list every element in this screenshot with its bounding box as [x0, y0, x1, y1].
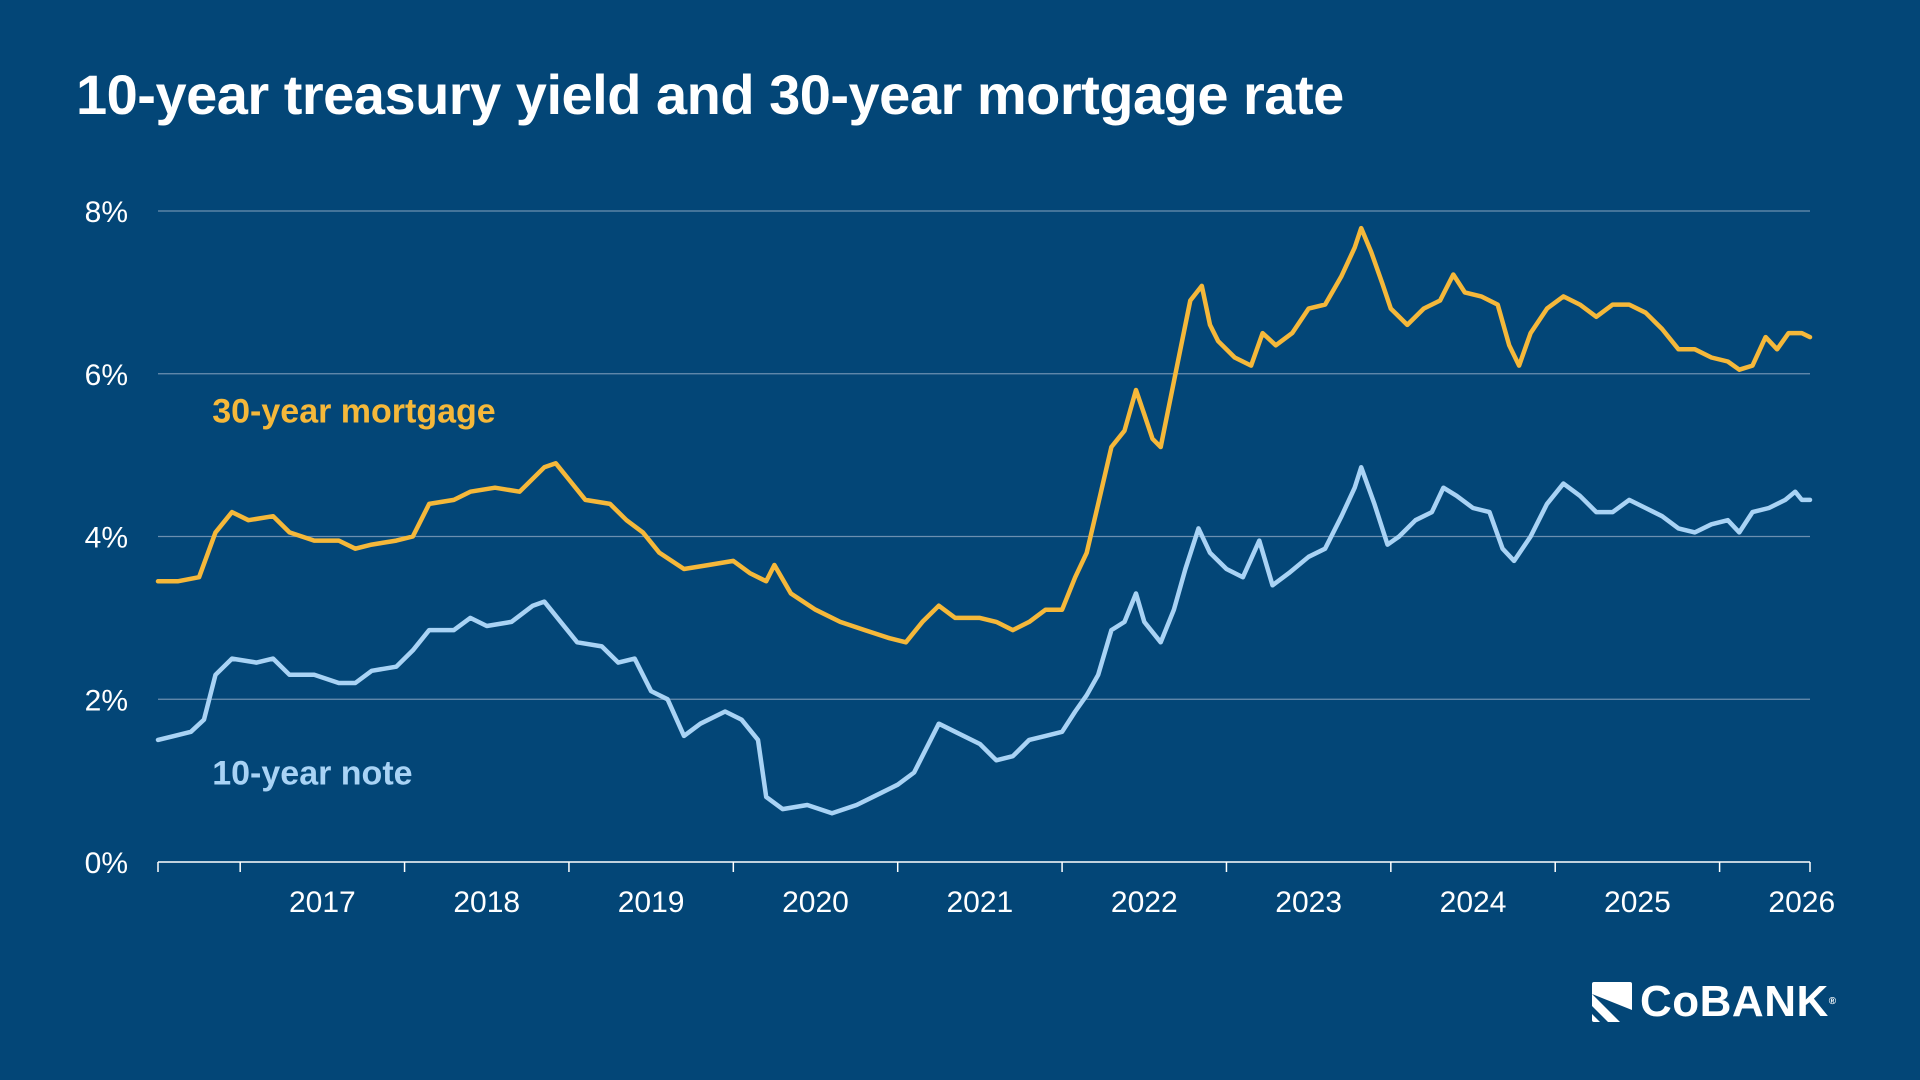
y-tick-label: 8%: [85, 196, 128, 229]
cobank-mark-icon: [1592, 982, 1632, 1022]
y-axis-ticks: 0% 2% 4% 6% 8%: [85, 196, 128, 880]
x-tick-label: 2026: [1768, 886, 1835, 919]
x-tick-label: 2022: [1111, 886, 1178, 919]
series-labels: 30-year mortgage 10-year note: [212, 393, 495, 793]
x-axis: 2017 2018 2019 2020 2021 2022 2023 2024 2025 2026: [157, 861, 1835, 919]
series-lines: [155, 225, 1813, 816]
x-tick-label: 2023: [1275, 886, 1342, 919]
y-tick-label: 0%: [85, 847, 128, 880]
series-line-0: [155, 225, 1813, 645]
y-tick-label: 2%: [85, 684, 128, 717]
grid-lines: [158, 210, 1810, 700]
series-label-1: 10-year note: [212, 755, 412, 793]
series-line-1: [155, 465, 1813, 816]
x-tick-label: 2020: [782, 886, 849, 919]
x-tick-label: 2025: [1604, 886, 1671, 919]
y-tick-label: 6%: [85, 359, 128, 392]
series-label-0: 30-year mortgage: [212, 393, 495, 431]
cobank-wordmark: CoBANK®: [1640, 977, 1837, 1026]
cobank-logo: CoBANK®: [1590, 980, 1837, 1024]
x-tick-label: 2017: [289, 886, 356, 919]
chart-title: 10-year treasury yield and 30-year mortg…: [76, 63, 1344, 126]
x-tick-label: 2019: [618, 886, 685, 919]
x-tick-label: 2024: [1440, 886, 1507, 919]
x-tick-label: 2018: [453, 886, 520, 919]
x-tick-label: 2021: [947, 886, 1014, 919]
y-tick-label: 4%: [85, 522, 128, 555]
